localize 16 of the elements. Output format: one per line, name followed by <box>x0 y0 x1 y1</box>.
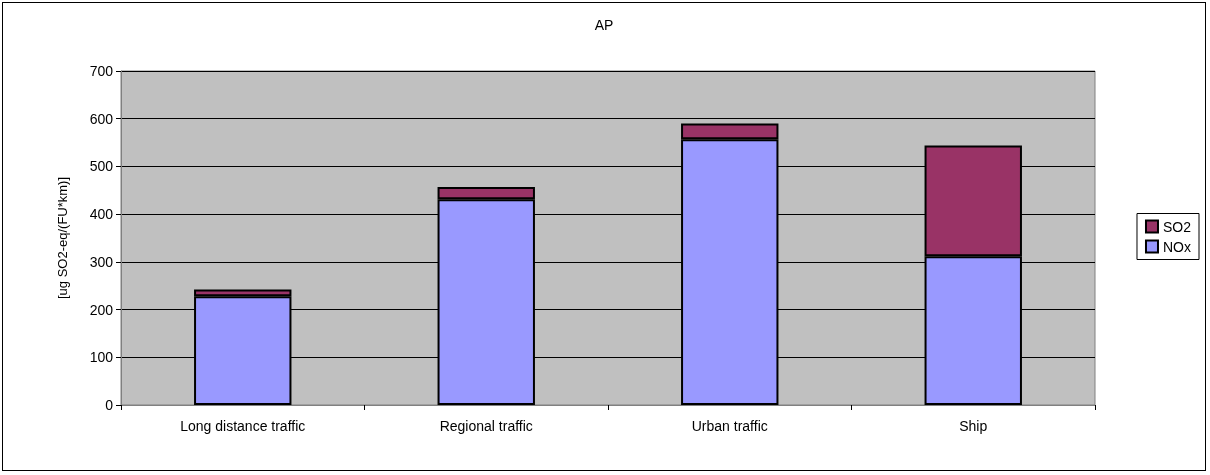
legend-label: SO2 <box>1162 218 1192 235</box>
x-tick-label: Long distance traffic <box>180 418 306 434</box>
y-tick-label: 200 <box>89 301 114 318</box>
y-tick-label: 700 <box>89 63 114 79</box>
y-tick-label: 100 <box>89 349 114 366</box>
legend-label: NOx <box>1162 238 1191 255</box>
chart-title: AP <box>594 17 614 33</box>
x-tick-label: Regional traffic <box>439 418 533 434</box>
y-tick-label: 500 <box>89 158 114 175</box>
y-tick-label: 300 <box>89 253 114 270</box>
y-tick-label: 400 <box>89 206 114 223</box>
y-axis-title: [ug SO2-eq/(FU*km)] <box>55 176 70 300</box>
y-tick-label: 0 <box>105 397 114 413</box>
x-tick-label: Ship <box>959 418 988 434</box>
x-tick-label: Urban traffic <box>691 418 768 434</box>
y-tick-label: 600 <box>89 110 114 127</box>
